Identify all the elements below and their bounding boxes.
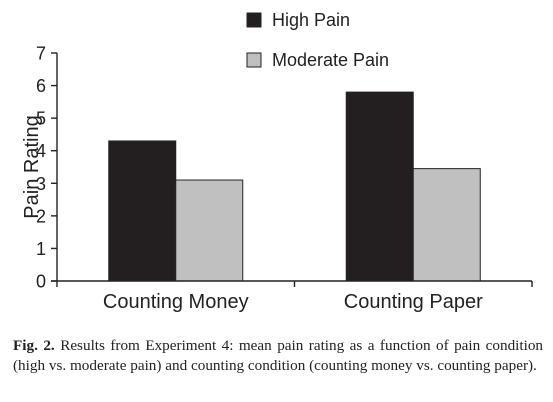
figure-caption: Fig. 2. Results from Experiment 4: mean … — [13, 336, 543, 376]
figure-caption-text: Results from Experiment 4: mean pain rat… — [13, 337, 544, 374]
legend-swatch — [246, 12, 262, 28]
y-tick-label: 6 — [36, 76, 46, 96]
bar-moderate-pain-0 — [175, 179, 244, 282]
y-tick-label: 5 — [36, 109, 46, 129]
x-category-label: Counting Paper — [344, 291, 483, 313]
bars — [108, 91, 481, 282]
x-axis: Counting Money Counting Paper — [51, 280, 533, 313]
bar-high-pain-0 — [108, 140, 177, 282]
legend-swatch — [246, 52, 262, 68]
y-tick-label: 0 — [36, 272, 46, 292]
y-tick-label: 4 — [36, 141, 46, 161]
legend: High Pain Moderate Pain — [246, 10, 389, 70]
y-tick-label: 1 — [36, 239, 46, 259]
y-tick-label: 3 — [36, 174, 46, 194]
bar-chart: High Pain Moderate Pain 0 1 2 3 4 5 6 7 Counting… — [21, 10, 533, 313]
y-axis-label: Pain Rating — [21, 115, 43, 218]
y-tick-label: 2 — [36, 206, 46, 226]
figure-label: Fig. 2. — [13, 337, 55, 354]
y-axis: 0 1 2 3 4 5 6 7 — [36, 44, 58, 292]
legend-label: Moderate Pain — [272, 50, 389, 70]
legend-label: High Pain — [272, 10, 350, 30]
bar-high-pain-1 — [345, 91, 414, 282]
x-category-label: Counting Money — [103, 291, 249, 313]
y-tick-label: 7 — [36, 44, 46, 64]
bar-moderate-pain-1 — [412, 168, 481, 282]
